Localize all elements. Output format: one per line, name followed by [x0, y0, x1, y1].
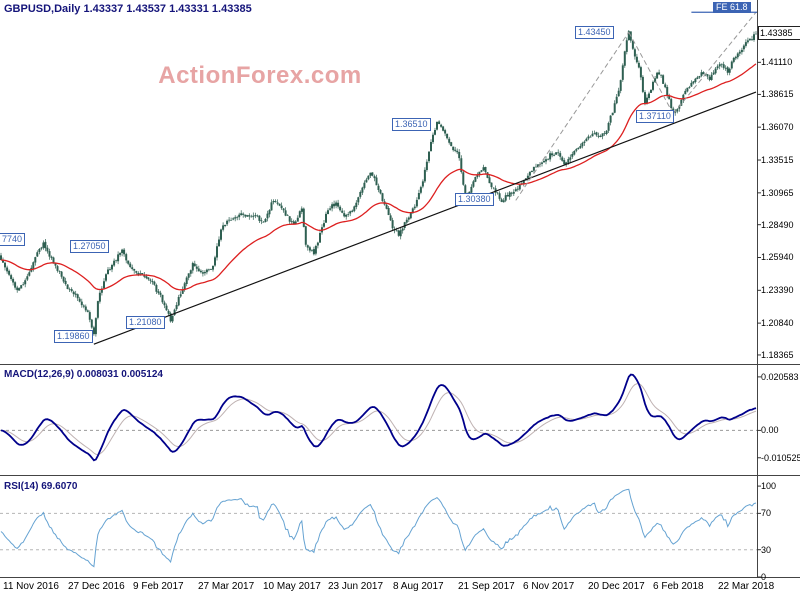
rsi-indicator-label: RSI(14) 69.6070 [4, 481, 78, 492]
macd-indicator-label: MACD(12,26,9) 0.008031 0.005124 [4, 369, 163, 380]
fibonacci-expansion-label: FE 61.8 [713, 2, 751, 13]
actionforex-watermark: ActionForex.com [158, 62, 362, 89]
current-price-box: 1.43385 [758, 26, 800, 41]
symbol-ohlc-header: GBPUSD,Daily 1.43337 1.43537 1.43331 1.4… [4, 3, 252, 15]
